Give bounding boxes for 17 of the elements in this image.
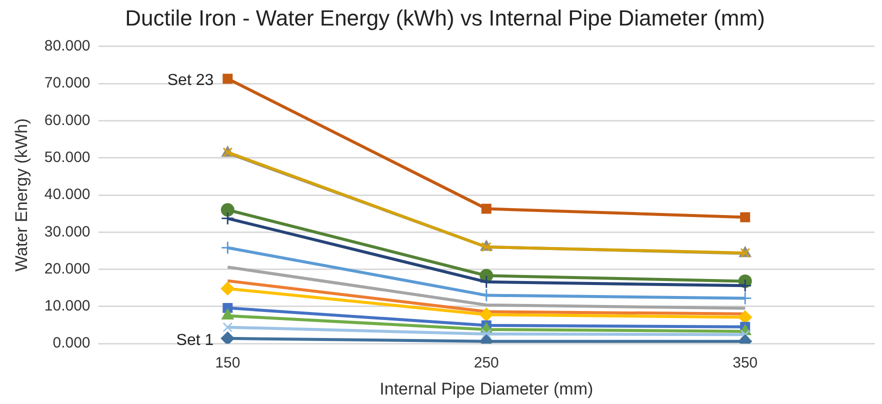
y-axis-title: Water Energy (kWh) — [12, 118, 31, 272]
y-tick-label: 10.000 — [44, 298, 90, 315]
annotation: Set 1 — [176, 332, 214, 349]
x-tick-label: 250 — [474, 354, 499, 372]
y-tick-label: 40.000 — [44, 186, 90, 204]
y-tick-label: 20.000 — [44, 260, 90, 278]
annotation: Set 23 — [167, 72, 214, 90]
x-axis-title: Internal Pipe Diameter (mm) — [380, 379, 594, 398]
y-tick-label: 50.000 — [44, 148, 90, 166]
x-tick-label: 150 — [215, 354, 240, 372]
y-tick-label: 70.000 — [44, 74, 90, 92]
y-tick-label: 30.000 — [44, 223, 90, 240]
x-tick-label: 350 — [732, 354, 758, 372]
y-tick-label: 80.000 — [44, 38, 90, 55]
chart-title: Ductile Iron - Water Energy (kWh) vs Internal Pipe Diameter (mm) — [125, 5, 765, 30]
y-tick-label: 60.000 — [44, 112, 90, 129]
y-tick-label: 0.000 — [52, 334, 90, 352]
